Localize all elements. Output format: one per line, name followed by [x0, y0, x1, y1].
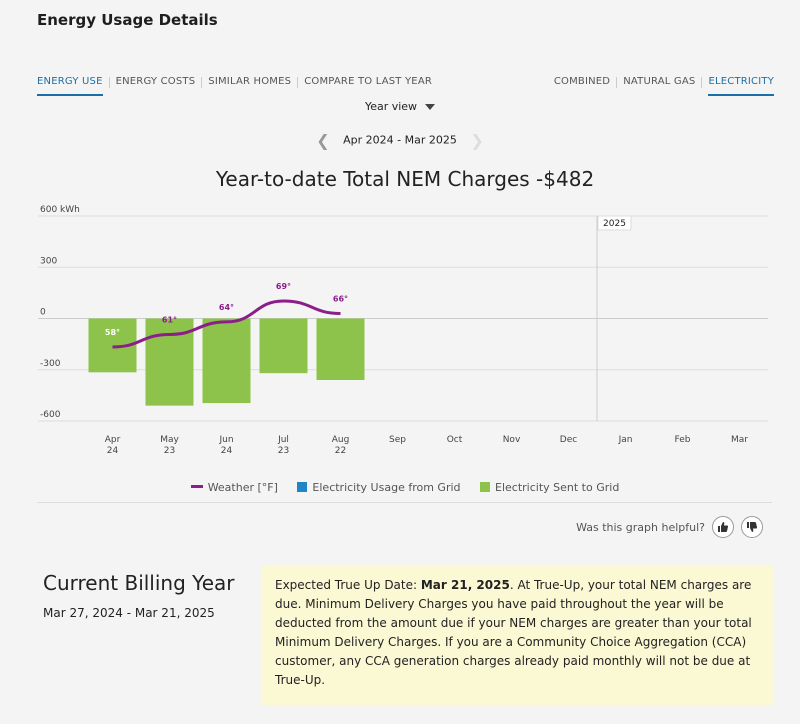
view-selector[interactable]: Year view — [0, 100, 800, 113]
tab-compare-last-year[interactable]: COMPARE TO LAST YEAR — [304, 76, 433, 87]
chart-title: Year-to-date Total NEM Charges -$482 — [215, 167, 595, 191]
bar-sent-to-grid — [316, 318, 365, 380]
x-tick-month: Jun — [218, 435, 233, 445]
chevron-left-icon[interactable]: ❮ — [316, 131, 330, 150]
x-tick-month: Jan — [618, 435, 633, 445]
year-marker-box — [597, 215, 632, 231]
feedback-question: Was this graph helpful? — [576, 520, 705, 534]
x-tick-day: 24 — [221, 446, 233, 456]
legend-weather[interactable]: Weather [°F] — [190, 481, 278, 494]
legend-usage-label: Electricity Usage from Grid — [312, 481, 461, 494]
date-range-label: Apr 2024 - Mar 2025 — [343, 133, 457, 147]
chart-legend: Weather [°F] Electricity Usage from Grid… — [0, 481, 800, 494]
legend-sent-label: Electricity Sent to Grid — [495, 481, 620, 494]
x-tick-month: Dec — [560, 435, 577, 445]
billing-year-title: Current Billing Year — [43, 571, 235, 595]
y-tick-label: 300 — [40, 256, 57, 266]
x-tick-day: 24 — [107, 446, 119, 456]
x-tick-month: Jul — [277, 435, 289, 445]
view-selector-label: Year view — [364, 100, 418, 113]
weather-data-label: 66° — [333, 295, 348, 304]
caret-down-icon — [425, 104, 436, 110]
y-tick-label: 600 kWh — [40, 205, 80, 215]
usage-view-tabs: ENERGY USE ENERGY COSTS SIMILAR HOMES CO… — [37, 74, 438, 96]
tab-electricity[interactable]: ELECTRICITY — [708, 74, 774, 96]
tab-similar-homes[interactable]: SIMILAR HOMES — [208, 76, 292, 87]
x-tick-month: Feb — [675, 435, 691, 445]
thumbs-up-icon — [718, 522, 729, 532]
x-tick-month: Sep — [389, 435, 406, 445]
y-tick-label: 0 — [40, 308, 46, 318]
weather-line-icon — [190, 485, 203, 488]
page-title: Energy Usage Details — [37, 11, 218, 29]
thumbs-down-icon — [747, 522, 758, 532]
x-tick-month: Apr — [105, 435, 121, 445]
true-up-notice: Expected True Up Date: Mar 21, 2025. At … — [262, 565, 773, 705]
divider — [37, 502, 772, 503]
tab-combined[interactable]: COMBINED — [553, 76, 611, 87]
billing-year-dates: Mar 27, 2024 - Mar 21, 2025 — [43, 606, 215, 620]
thumbs-down-button[interactable] — [741, 516, 763, 538]
thumbs-up-button[interactable] — [712, 516, 734, 538]
tab-energy-use[interactable]: ENERGY USE — [37, 74, 103, 96]
feedback-prompt: Was this graph helpful? — [576, 516, 763, 538]
weather-data-label: 64° — [219, 303, 234, 312]
weather-data-label: 58° — [105, 328, 120, 337]
weather-line — [112, 299, 341, 349]
x-tick-month: Nov — [503, 435, 521, 445]
notice-text: . At True-Up, your total NEM charges are… — [275, 578, 752, 687]
y-tick-label: -600 — [40, 410, 61, 420]
fuel-type-tabs: COMBINED NATURAL GAS ELECTRICITY — [554, 74, 774, 96]
notice-date: Mar 21, 2025 — [420, 578, 510, 592]
weather-data-label: 61° — [162, 315, 177, 324]
legend-usage[interactable]: Electricity Usage from Grid — [297, 481, 461, 494]
legend-weather-label: Weather [°F] — [207, 481, 278, 494]
tab-natural-gas[interactable]: NATURAL GAS — [623, 76, 696, 87]
tab-energy-costs[interactable]: ENERGY COSTS — [115, 76, 196, 87]
x-tick-month: Oct — [447, 435, 463, 445]
x-tick-month: Mar — [731, 435, 748, 445]
x-tick-day: 23 — [278, 446, 289, 456]
notice-lead: Expected True Up Date: — [275, 578, 421, 592]
energy-usage-chart: 600 kWh 300 0 -300 -600 2025 58° 61° 64° 69° 66° Ap… — [38, 205, 768, 456]
bar-sent-to-grid — [202, 318, 251, 404]
weather-data-label: 69° — [276, 282, 291, 291]
x-tick-day: 23 — [164, 446, 175, 456]
usage-swatch-icon — [297, 482, 308, 492]
x-tick-month: Aug — [332, 435, 350, 445]
bar-sent-to-grid — [259, 318, 308, 374]
x-tick-month: May — [160, 435, 179, 445]
y-tick-label: -300 — [40, 359, 61, 369]
x-tick-day: 22 — [335, 446, 346, 456]
date-range-nav: ❮ Apr 2024 - Mar 2025 ❯ — [0, 131, 800, 150]
chevron-right-icon[interactable]: ❯ — [470, 131, 484, 150]
sent-swatch-icon — [480, 482, 491, 492]
year-marker-label: 2025 — [603, 219, 626, 229]
legend-sent[interactable]: Electricity Sent to Grid — [480, 481, 619, 494]
